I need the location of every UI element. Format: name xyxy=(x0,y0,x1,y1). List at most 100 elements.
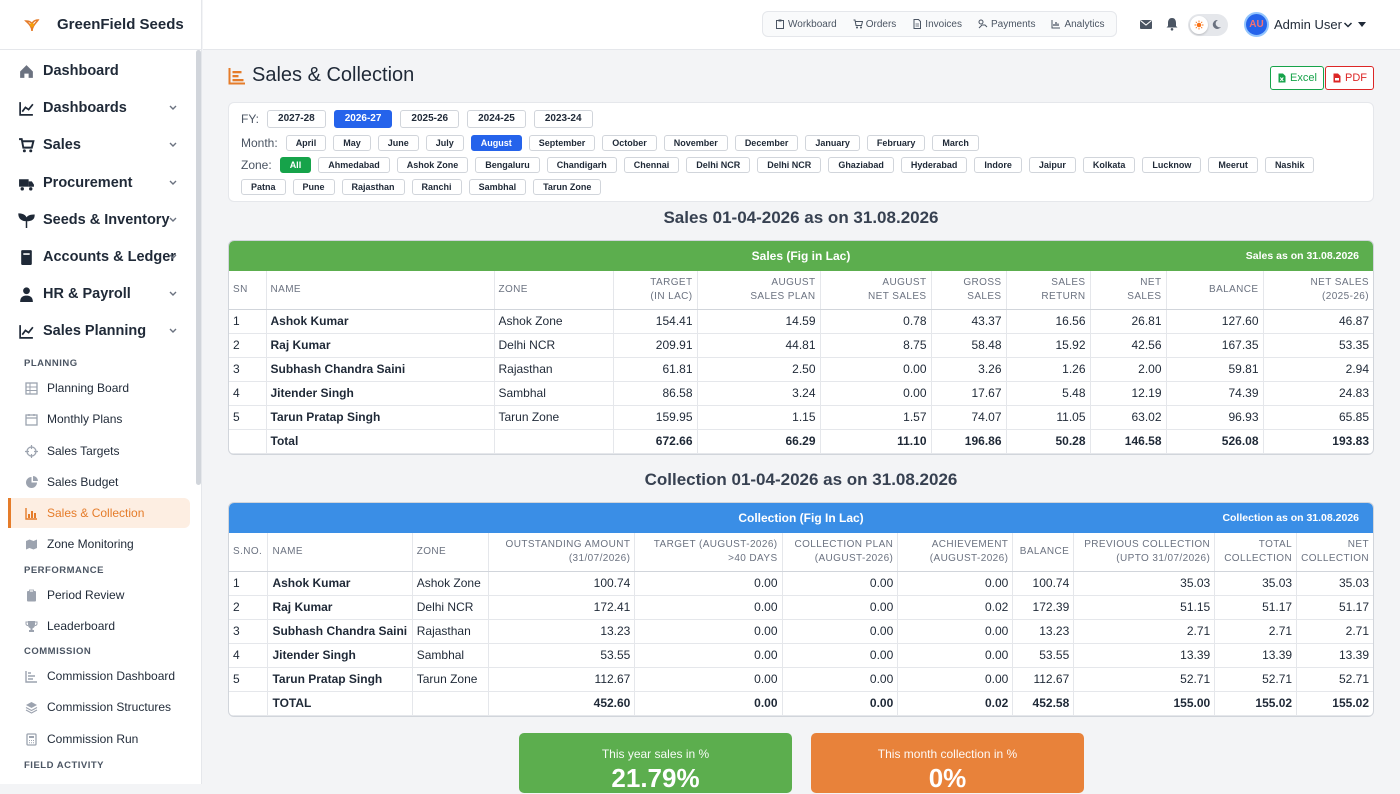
sidebar-item-leaderboard[interactable]: Leaderboard xyxy=(8,611,190,641)
zone-chip[interactable]: All xyxy=(279,157,312,173)
payments-link[interactable]: Payments xyxy=(970,19,1043,30)
sidebar-item-planning-board[interactable]: Planning Board xyxy=(8,373,190,403)
month-chip[interactable]: July xyxy=(425,135,464,151)
zone-chip[interactable]: Delhi NCR xyxy=(686,157,751,173)
month-chip[interactable]: April xyxy=(285,135,327,151)
column-header: TARGET (IN LAC) xyxy=(613,271,698,310)
zone-chip[interactable]: Nashik xyxy=(1264,157,1315,173)
table-cell: 112.67 xyxy=(1012,667,1075,692)
fy-chip[interactable]: 2023-24 xyxy=(533,110,593,128)
table-cell: 127.60 xyxy=(1166,309,1264,334)
sidebar-item-commission-run[interactable]: Commission Run xyxy=(8,724,190,754)
column-header: NET SALES (2025-26) xyxy=(1263,271,1373,310)
table-cell: 59.81 xyxy=(1166,357,1264,382)
user-name[interactable]: Admin User xyxy=(1274,17,1342,32)
table-cell: 53.35 xyxy=(1263,333,1373,358)
sidebar-item-zone-monitoring[interactable]: Zone Monitoring xyxy=(8,529,190,559)
fy-chip[interactable]: 2024-25 xyxy=(467,110,526,128)
envelope-icon[interactable] xyxy=(1139,17,1153,31)
zone-chip[interactable]: Ashok Zone xyxy=(396,157,469,173)
sidebar-item-monthly-plans[interactable]: Monthly Plans xyxy=(8,404,190,434)
zone-chip[interactable]: Rajasthan xyxy=(341,179,405,195)
month-chip[interactable]: September xyxy=(528,135,596,151)
table-cell: 53.55 xyxy=(488,643,636,668)
zone-chip[interactable]: Hyderabad xyxy=(900,157,968,173)
sidebar-item-period-review[interactable]: Period Review xyxy=(8,580,190,610)
zone-chip[interactable]: Ghaziabad xyxy=(828,157,894,173)
month-chip[interactable]: December xyxy=(734,135,799,151)
invoices-link[interactable]: Invoices xyxy=(904,19,970,30)
hand-coin-icon xyxy=(978,19,988,29)
workboard-link[interactable]: Workboard xyxy=(767,19,845,30)
sidebar-scrollbar[interactable] xyxy=(196,50,201,485)
sidebar-item-accounts-ledger[interactable]: Accounts & Ledger xyxy=(18,243,188,271)
fy-chip[interactable]: 2027-28 xyxy=(267,110,326,128)
table-cell: 52.71 xyxy=(1214,667,1298,692)
column-header-text: (AUGUST-2026) xyxy=(929,552,1009,564)
zone-chip[interactable]: Chennai xyxy=(623,157,680,173)
month-chip[interactable]: March xyxy=(932,135,979,151)
table-cell: 86.58 xyxy=(613,381,698,406)
zone-chip[interactable]: Kolkata xyxy=(1082,157,1136,173)
table-row: 2 Raj Kumar Delhi NCR 172.41 0.00 0.00 0.02 172… xyxy=(229,595,1373,620)
zone-chip[interactable]: Lucknow xyxy=(1142,157,1202,173)
zone-chip[interactable]: Indore xyxy=(974,157,1022,173)
sidebar-item-commission-structures[interactable]: Commission Structures xyxy=(8,692,190,722)
zone-chip[interactable]: Bengaluru xyxy=(475,157,540,173)
column-header-text: (UPTO 31/07/2026) xyxy=(1116,552,1211,564)
table-cell: 35.03 xyxy=(1296,571,1373,596)
month-chip[interactable]: August xyxy=(470,135,522,151)
bell-icon[interactable] xyxy=(1165,17,1179,31)
zone-chip[interactable]: Jaipur xyxy=(1028,157,1076,173)
column-header-text: SALES xyxy=(967,290,1002,302)
sidebar-item-sales[interactable]: Sales xyxy=(18,131,188,159)
zone-chip[interactable]: Chandigarh xyxy=(546,157,617,173)
brand[interactable]: GreenField Seeds xyxy=(0,0,201,50)
month-chip[interactable]: November xyxy=(663,135,728,151)
sidebar-item-sales-collection[interactable]: Sales & Collection xyxy=(8,498,190,528)
month-chip[interactable]: October xyxy=(602,135,657,151)
chevron-down-icon xyxy=(169,180,177,185)
theme-toggle[interactable] xyxy=(1188,14,1228,36)
zone-chip[interactable]: Patna xyxy=(241,179,286,195)
zone-chip[interactable]: Meerut xyxy=(1208,157,1258,173)
column-header-text: SALES PLAN xyxy=(750,290,816,302)
caret-down-icon[interactable] xyxy=(1358,22,1366,27)
sidebar-item-dashboards[interactable]: Dashboards xyxy=(18,94,188,122)
export-excel-button[interactable]: Excel xyxy=(1270,66,1324,90)
sidebar-item-sales-targets[interactable]: Sales Targets xyxy=(8,436,190,466)
total-cell: 0.02 xyxy=(897,691,1014,716)
table-row: 3 Subhash Chandra Saini Rajasthan 61.81 2.50… xyxy=(229,357,1373,382)
month-chip[interactable]: May xyxy=(333,135,371,151)
fy-chip[interactable]: 2026-27 xyxy=(333,110,393,128)
avatar[interactable]: AU xyxy=(1244,12,1269,37)
orders-link[interactable]: Orders xyxy=(845,19,905,30)
month-chip[interactable]: January xyxy=(805,135,860,151)
analytics-link[interactable]: Analytics xyxy=(1043,19,1112,30)
fy-chip[interactable]: 2025-26 xyxy=(400,110,460,128)
table-cell: 2.71 xyxy=(1214,619,1298,644)
sidebar-item-procurement[interactable]: Procurement xyxy=(18,169,188,197)
total-cell: 50.28 xyxy=(1006,429,1091,454)
sidebar-item-commission-dashboard[interactable]: Commission Dashboard xyxy=(8,661,190,691)
sidebar-item-seeds-inventory[interactable]: Seeds & Inventory xyxy=(18,206,188,234)
zone-chip[interactable]: Pune xyxy=(292,179,335,195)
sales-card-header: Sales (Fig in Lac) Sales as on 31.08.202… xyxy=(229,241,1373,271)
chevron-down-icon[interactable] xyxy=(1343,20,1353,30)
zone-chip[interactable]: Ranchi xyxy=(411,179,462,195)
sidebar-item-hr-payroll[interactable]: HR & Payroll xyxy=(18,280,188,308)
table-cell: Sambhal xyxy=(494,381,614,406)
sidebar-item-label: Seeds & Inventory xyxy=(43,212,170,228)
sidebar-item-sales-budget[interactable]: Sales Budget xyxy=(8,467,190,497)
total-cell: 452.58 xyxy=(1012,691,1075,716)
month-chip[interactable]: February xyxy=(866,135,926,151)
sidebar-item-dashboard[interactable]: Dashboard xyxy=(18,57,188,85)
zone-chip[interactable]: Tarun Zone xyxy=(533,179,602,195)
month-chip[interactable]: June xyxy=(377,135,419,151)
export-pdf-button[interactable]: PDF xyxy=(1325,66,1374,90)
zone-chip[interactable]: Sambhal xyxy=(468,179,527,195)
sidebar-item-sales-planning[interactable]: Sales Planning xyxy=(18,317,188,345)
zone-chip[interactable]: Ahmedabad xyxy=(318,157,390,173)
zone-chip[interactable]: Delhi NCR xyxy=(757,157,822,173)
table-cell: 2.94 xyxy=(1263,357,1373,382)
